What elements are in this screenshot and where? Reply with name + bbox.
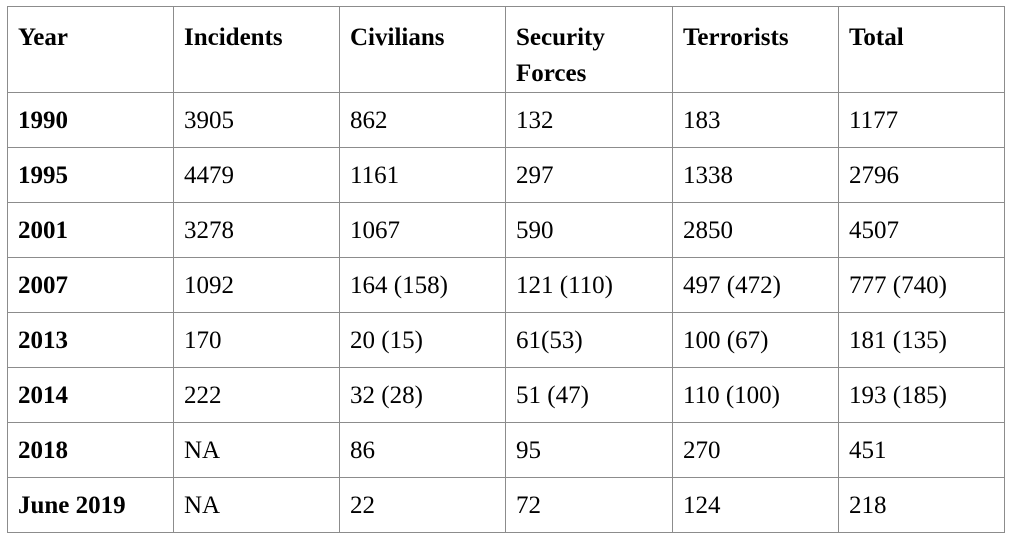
cell-year: 1995	[7, 147, 174, 203]
cell-total: 2796	[838, 147, 1005, 203]
cell-security-forces: 61(53)	[505, 312, 673, 368]
cell-incidents: 1092	[173, 257, 340, 313]
cell-year: 2013	[7, 312, 174, 368]
table-row: 1995 4479 1161 297 1338 2796	[7, 147, 1005, 203]
cell-total: 193 (185)	[838, 367, 1005, 423]
cell-security-forces: 121 (110)	[505, 257, 673, 313]
cell-year: 2007	[7, 257, 174, 313]
cell-civilians: 1067	[339, 202, 506, 258]
table-row: 2018 NA 86 95 270 451	[7, 422, 1005, 478]
cell-total: 1177	[838, 92, 1005, 148]
cell-security-forces: 297	[505, 147, 673, 203]
cell-total: 777 (740)	[838, 257, 1005, 313]
header-incidents: Incidents	[173, 6, 340, 93]
cell-incidents: NA	[173, 477, 340, 533]
cell-security-forces: 51 (47)	[505, 367, 673, 423]
cell-terrorists: 183	[672, 92, 839, 148]
cell-year: 2018	[7, 422, 174, 478]
cell-total: 181 (135)	[838, 312, 1005, 368]
cell-civilians: 862	[339, 92, 506, 148]
table-row: 2001 3278 1067 590 2850 4507	[7, 202, 1005, 258]
header-terrorists: Terrorists	[672, 6, 839, 93]
cell-civilians: 32 (28)	[339, 367, 506, 423]
table-container: Year Incidents Civilians Security Forces…	[7, 6, 1005, 533]
cell-incidents: 4479	[173, 147, 340, 203]
cell-security-forces: 590	[505, 202, 673, 258]
table-row: June 2019 NA 22 72 124 218	[7, 477, 1005, 533]
table-row: 2007 1092 164 (158) 121 (110) 497 (472) …	[7, 257, 1005, 313]
cell-terrorists: 124	[672, 477, 839, 533]
table-row: 1990 3905 862 132 183 1177	[7, 92, 1005, 148]
cell-terrorists: 110 (100)	[672, 367, 839, 423]
cell-civilians: 20 (15)	[339, 312, 506, 368]
header-civilians: Civilians	[339, 6, 506, 93]
cell-civilians: 1161	[339, 147, 506, 203]
cell-total: 218	[838, 477, 1005, 533]
cell-incidents: NA	[173, 422, 340, 478]
cell-civilians: 164 (158)	[339, 257, 506, 313]
cell-terrorists: 270	[672, 422, 839, 478]
cell-security-forces: 72	[505, 477, 673, 533]
header-year: Year	[7, 6, 174, 93]
table-row: 2014 222 32 (28) 51 (47) 110 (100) 193 (…	[7, 367, 1005, 423]
cell-incidents: 222	[173, 367, 340, 423]
cell-civilians: 22	[339, 477, 506, 533]
statistics-table: Year Incidents Civilians Security Forces…	[7, 6, 1005, 533]
cell-security-forces: 95	[505, 422, 673, 478]
cell-terrorists: 100 (67)	[672, 312, 839, 368]
cell-total: 4507	[838, 202, 1005, 258]
cell-terrorists: 497 (472)	[672, 257, 839, 313]
cell-total: 451	[838, 422, 1005, 478]
table-row: 2013 170 20 (15) 61(53) 100 (67) 181 (13…	[7, 312, 1005, 368]
header-total: Total	[838, 6, 1005, 93]
table-header-row: Year Incidents Civilians Security Forces…	[7, 6, 1005, 93]
cell-year: June 2019	[7, 477, 174, 533]
cell-security-forces: 132	[505, 92, 673, 148]
cell-year: 2014	[7, 367, 174, 423]
cell-incidents: 3905	[173, 92, 340, 148]
cell-terrorists: 1338	[672, 147, 839, 203]
cell-civilians: 86	[339, 422, 506, 478]
cell-incidents: 170	[173, 312, 340, 368]
cell-incidents: 3278	[173, 202, 340, 258]
header-security-forces: Security Forces	[505, 6, 673, 93]
cell-year: 2001	[7, 202, 174, 258]
cell-terrorists: 2850	[672, 202, 839, 258]
cell-year: 1990	[7, 92, 174, 148]
